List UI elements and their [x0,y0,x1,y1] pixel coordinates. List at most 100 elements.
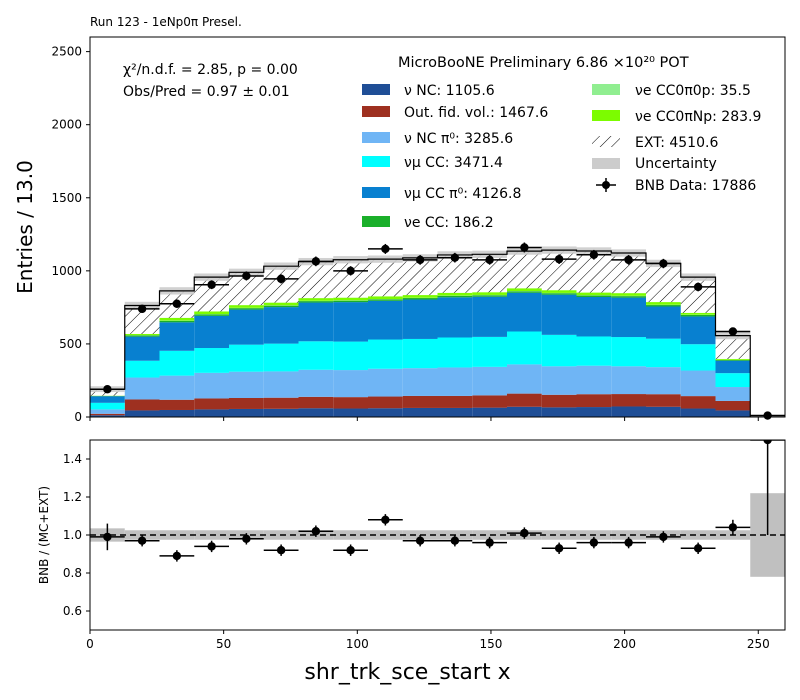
bar-series-8-bin-17 [680,277,716,313]
ratio-point-17 [693,544,703,553]
bar-series-2-bin-11 [472,366,507,396]
ratio-point-1 [137,536,147,545]
ratio-xtick-label-4: 200 [613,637,636,651]
bar-series-0-bin-10 [437,407,473,417]
bar-series-1-bin-16 [646,394,681,407]
bar-series-4-bin-1 [124,336,160,361]
data-point-15 [624,255,633,265]
bar-series-3-bin-18 [715,373,751,388]
legend-swatch-2 [362,132,390,143]
bar-series-1-bin-3 [194,398,229,410]
bar-series-0-bin-4 [229,408,264,417]
bar-series-0-bin-0 [90,415,125,417]
bar-series-2-bin-1 [124,377,160,400]
ratio-point-5 [276,546,286,555]
bar-series-5-bin-3 [194,314,229,316]
bar-series-0-bin-13 [541,407,577,417]
bar-series-7-bin-17 [680,312,716,315]
bar-series-5-bin-1 [124,335,160,337]
bar-series-4-bin-2 [159,322,195,351]
ratio-point-4 [242,534,251,543]
bar-series-4-bin-14 [576,297,612,337]
bar-series-5-bin-18 [715,360,751,361]
data-point-17 [693,282,703,292]
bar-series-2-bin-6 [298,369,334,397]
legend-swatch-0 [362,84,390,95]
bar-series-7-bin-5 [263,302,299,306]
bar-series-2-bin-7 [333,370,368,398]
ratio-point-7 [346,546,355,555]
bar-series-0-bin-11 [472,407,507,417]
top-axes-frame [89,36,786,418]
bar-series-8-bin-12 [507,251,542,289]
bar-series-7-bin-18 [715,358,751,360]
bar-series-5-bin-17 [680,314,716,317]
top-ytick-label-4: 2000 [51,118,82,132]
bar-series-4-bin-17 [680,316,716,345]
bar-series-1-bin-4 [229,398,264,409]
top-ytick-label-1: 500 [59,337,82,351]
bar-series-1-bin-0 [90,413,125,416]
bar-series-5-bin-11 [472,295,507,297]
bar-series-4-bin-7 [333,302,368,342]
ratio-point-18 [728,523,738,532]
legend-label-uncertainty: Uncertainty [635,156,717,172]
bar-series-2-bin-2 [159,375,195,400]
bar-series-1-bin-8 [368,396,403,409]
bar-series-0-bin-1 [124,410,160,417]
bar-series-5-bin-13 [541,293,577,295]
top-ytick-label-5: 2500 [51,45,82,59]
legend-label-6: νe CC0π0p: 35.5 [635,83,751,99]
legend-data-marker [602,181,610,189]
legend-swatch-3 [362,156,390,167]
bar-series-1-bin-11 [472,395,507,408]
bar-series-3-bin-0 [90,402,125,410]
bar-series-3-bin-12 [507,331,542,365]
bar-series-1-bin-18 [715,400,751,411]
data-point-2 [172,299,182,308]
data-point-4 [242,271,251,281]
bar-series-3-bin-11 [472,336,507,367]
ratio-point-2 [172,551,182,561]
ratio-point-9 [415,536,425,545]
data-point-5 [276,274,286,284]
data-point-19 [763,411,772,420]
ratio-ytick-label-1: 0.8 [63,566,82,580]
bar-series-5-bin-2 [159,320,195,323]
bar-series-3-bin-10 [437,337,473,368]
legend-swatch-uncertainty [592,158,620,169]
bar-series-2-bin-18 [715,387,751,401]
bar-series-3-bin-2 [159,350,195,376]
ratio-point-8 [381,515,390,524]
data-point-8 [381,244,390,254]
bar-series-8-bin-6 [298,261,334,299]
ratio-point-19 [763,440,772,445]
bar-series-2-bin-12 [507,364,542,394]
ratio-xlabel: shr_trk_sce_start x [304,660,510,685]
bar-series-3-bin-14 [576,336,612,366]
bar-series-3-bin-7 [333,341,368,371]
bar-series-5-bin-10 [437,295,473,298]
ratio-point-14 [589,538,599,547]
bar-series-3-bin-16 [646,338,681,368]
bar-series-1-bin-10 [437,395,473,408]
legend-label-0: ν NC: 1105.6 [404,83,495,99]
data-point-11 [485,255,494,265]
bar-series-4-bin-13 [541,294,577,335]
ratio-point-11 [485,538,494,547]
legend-swatch-7 [592,110,620,121]
legend-swatch-1 [362,106,390,117]
bar-series-5-bin-7 [333,300,368,303]
bar-series-8-bin-18 [715,335,751,359]
bar-series-2-bin-4 [229,371,264,398]
bar-series-8-bin-8 [368,259,403,297]
bar-series-4-bin-5 [263,307,299,344]
bar-series-3-bin-4 [229,344,264,372]
bar-series-3-bin-15 [611,337,646,367]
ratio-uncertainty-bin-15 [611,530,646,540]
bar-series-1-bin-5 [263,397,299,409]
bar-series-4-bin-16 [646,306,681,339]
bar-series-4-bin-0 [90,396,125,403]
bar-series-5-bin-4 [229,308,264,310]
ratio-point-13 [554,544,564,553]
